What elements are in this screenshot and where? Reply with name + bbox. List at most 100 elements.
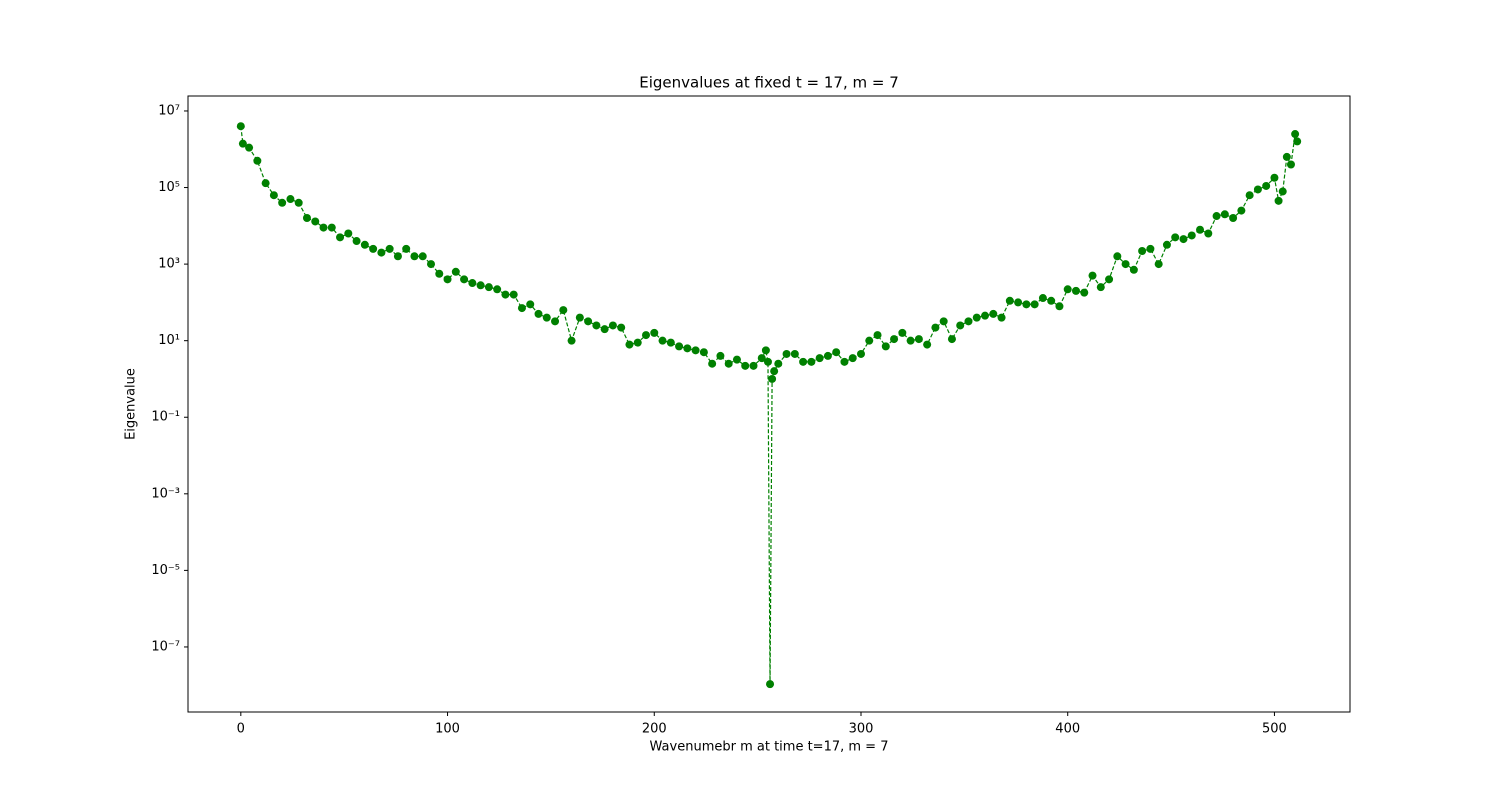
x-tick-label: 200 — [642, 722, 667, 737]
data-point — [567, 336, 576, 345]
data-point — [1071, 286, 1080, 295]
data-point — [1293, 137, 1302, 146]
data-point — [551, 317, 560, 326]
data-point — [724, 359, 733, 368]
plot-frame — [187, 95, 1351, 713]
data-point — [559, 306, 568, 315]
data-point — [584, 317, 593, 326]
data-point — [1030, 300, 1039, 309]
data-point — [1038, 294, 1047, 303]
data-point — [393, 252, 402, 261]
data-point — [650, 328, 659, 337]
data-point — [741, 361, 750, 370]
data-point — [641, 331, 650, 340]
data-point — [278, 198, 287, 207]
data-point — [997, 313, 1006, 322]
data-point — [989, 309, 998, 318]
data-point — [768, 374, 777, 383]
data-point — [666, 338, 675, 347]
data-point — [1274, 196, 1283, 205]
data-point — [1022, 300, 1031, 309]
data-point — [1080, 288, 1089, 297]
data-point — [716, 351, 725, 360]
data-point — [1138, 246, 1147, 255]
data-point — [451, 267, 460, 276]
data-point — [1154, 260, 1163, 269]
data-point — [1088, 271, 1097, 280]
y-tick-label: 10⁻⁷ — [151, 639, 180, 654]
data-point — [815, 354, 824, 363]
data-point — [1229, 214, 1238, 223]
data-point — [1237, 206, 1246, 215]
data-point — [294, 198, 303, 207]
y-tick-label: 10⁷ — [158, 103, 180, 118]
data-point — [749, 361, 758, 370]
data-point — [352, 237, 361, 246]
data-point — [873, 331, 882, 340]
data-point — [658, 336, 667, 345]
data-point — [269, 191, 278, 200]
y-tick-label: 10³ — [158, 257, 180, 272]
data-point — [360, 240, 369, 249]
data-point — [675, 342, 684, 351]
data-point — [625, 340, 634, 349]
data-point — [633, 338, 642, 347]
data-point — [1063, 285, 1072, 294]
data-point — [1179, 235, 1188, 244]
data-point — [1220, 210, 1229, 219]
data-point — [369, 244, 378, 253]
data-point — [1196, 225, 1205, 234]
data-point — [1113, 252, 1122, 261]
data-point — [1262, 181, 1271, 190]
data-point — [848, 354, 857, 363]
data-point — [542, 313, 551, 322]
data-point — [468, 279, 477, 288]
data-point — [608, 321, 617, 330]
data-point — [757, 354, 766, 363]
data-point — [1270, 173, 1279, 182]
data-point — [460, 275, 469, 284]
data-point — [1171, 233, 1180, 242]
data-point — [807, 357, 816, 366]
data-point — [592, 321, 601, 330]
data-point — [1204, 229, 1213, 238]
x-tick-label: 100 — [435, 722, 460, 737]
data-point — [509, 290, 518, 299]
data-point — [1047, 296, 1056, 305]
data-point — [1129, 265, 1138, 274]
data-point — [253, 156, 262, 165]
x-tick-label: 0 — [237, 722, 245, 737]
data-point — [427, 260, 436, 269]
y-tick-label: 10¹ — [158, 333, 180, 348]
data-point — [732, 355, 741, 364]
data-point — [344, 229, 353, 238]
data-point — [1245, 191, 1254, 200]
data-point — [1162, 240, 1171, 249]
data-point — [311, 217, 320, 226]
data-point — [286, 195, 295, 204]
data-point — [770, 367, 779, 376]
data-point — [410, 252, 419, 261]
data-point — [939, 317, 948, 326]
data-point — [708, 359, 717, 368]
data-point — [1121, 260, 1130, 269]
data-point — [617, 323, 626, 332]
x-axis-label: Wavenumebr m at time t=17, m = 7 — [650, 740, 889, 755]
data-point — [1005, 296, 1014, 305]
data-point — [238, 139, 247, 148]
x-tick-label: 500 — [1262, 722, 1287, 737]
data-point — [319, 223, 328, 232]
data-point — [923, 340, 932, 349]
data-point — [914, 335, 923, 344]
data-point — [600, 325, 609, 334]
data-point — [327, 223, 336, 232]
data-point — [476, 281, 485, 290]
data-point — [1146, 244, 1155, 253]
y-tick-label: 10⁵ — [158, 180, 180, 195]
data-point — [484, 283, 493, 292]
data-point — [377, 248, 386, 257]
data-point — [691, 346, 700, 355]
data-point — [1282, 152, 1291, 161]
data-point — [1105, 275, 1114, 284]
